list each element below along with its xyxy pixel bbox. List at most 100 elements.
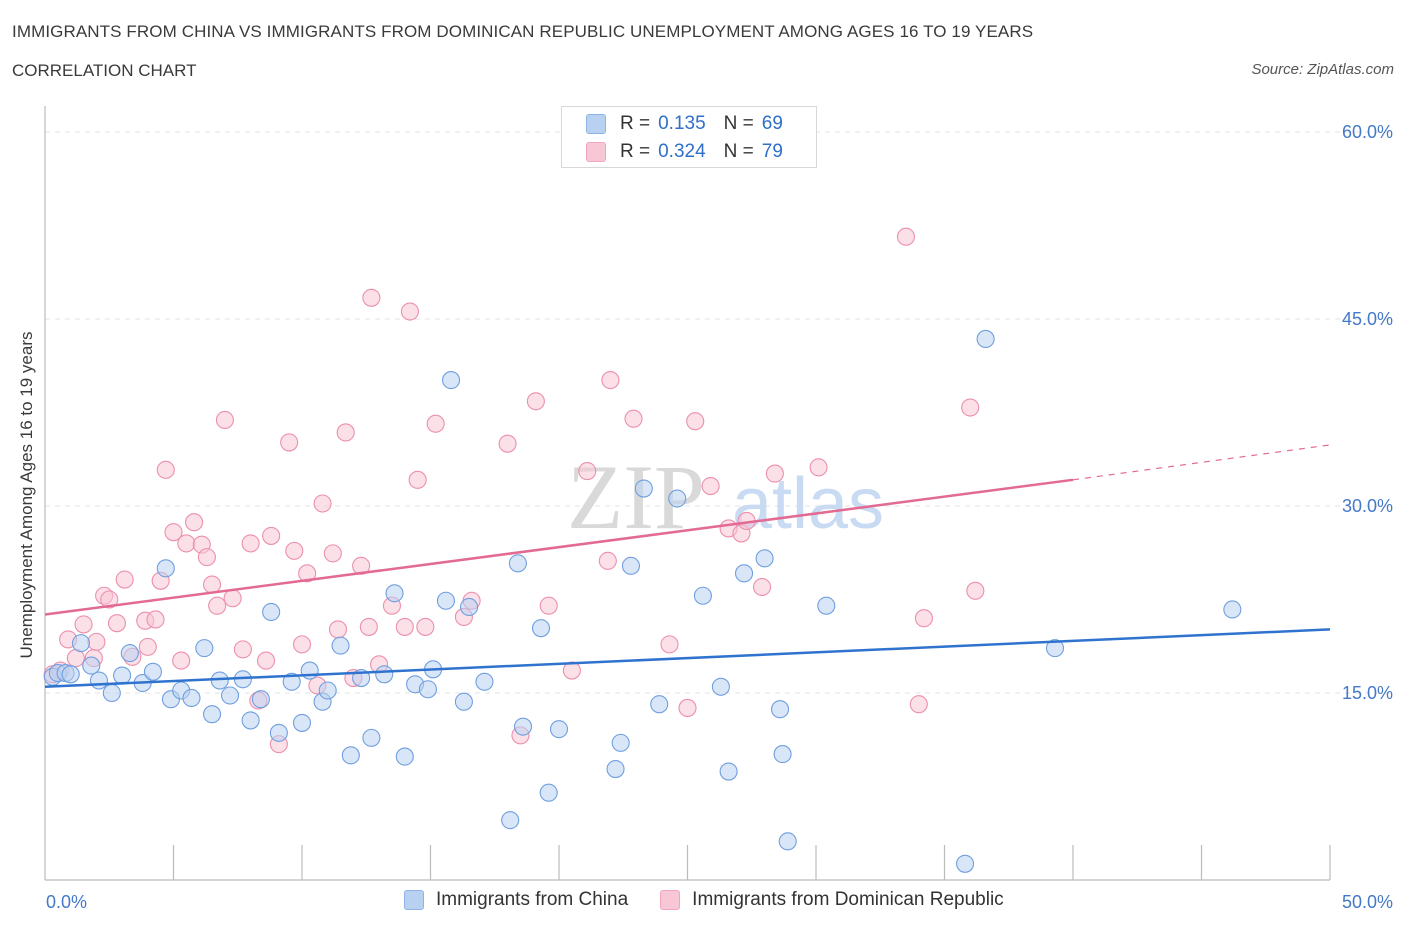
- dominican-point: [107, 614, 127, 633]
- dominican-point: [701, 477, 720, 496]
- watermark-atlas: atlas: [732, 464, 884, 544]
- legend-item-dominican[interactable]: Immigrants from Dominican Republic: [660, 889, 1004, 911]
- watermark: ZIP atlas: [567, 446, 884, 548]
- dominican-point: [146, 610, 165, 629]
- china-point: [711, 677, 730, 696]
- dominican-point: [223, 589, 242, 608]
- n-value: 79: [761, 141, 783, 162]
- dominican-point: [598, 551, 617, 570]
- china-point: [143, 662, 162, 681]
- china-point: [513, 717, 533, 736]
- series-legend: Immigrants from China Immigrants from Do…: [404, 889, 1036, 911]
- dominican-point: [313, 494, 332, 513]
- dominican-point: [177, 534, 196, 553]
- dominican-swatch: [586, 142, 606, 162]
- china-point: [956, 854, 975, 873]
- dominican-point: [416, 617, 435, 636]
- n-label: N =: [723, 141, 754, 162]
- china-point: [778, 832, 797, 851]
- china-point: [251, 690, 270, 709]
- china-point: [82, 656, 101, 675]
- dominican-point: [156, 460, 175, 479]
- dominican-point: [408, 470, 427, 489]
- china-point: [770, 700, 790, 719]
- dominican-point: [601, 371, 620, 390]
- dominican-point: [624, 409, 643, 428]
- china-point: [508, 554, 527, 573]
- r-value: 0.135: [658, 113, 706, 134]
- china-point: [262, 602, 281, 622]
- china-point: [668, 489, 687, 508]
- x-tick-label: 0.0%: [46, 892, 87, 912]
- dominican-point: [686, 412, 705, 431]
- china-point: [113, 666, 132, 685]
- legend-item-china[interactable]: Immigrants from China: [404, 889, 628, 911]
- china-point: [454, 692, 473, 711]
- china-point: [531, 619, 551, 638]
- dominican-point: [185, 513, 204, 532]
- legend-row-dominican: R = 0.324 N = 79: [586, 140, 783, 164]
- dominican-point: [256, 651, 276, 670]
- dominican-point: [328, 620, 348, 639]
- china-point: [89, 671, 109, 690]
- china-point: [195, 639, 214, 658]
- china-point: [182, 688, 201, 708]
- dominican-point: [164, 523, 183, 542]
- china-point: [156, 559, 175, 578]
- y-tick-label: 15.0%: [1342, 683, 1393, 703]
- legend-row-china: R = 0.135 N = 69: [586, 112, 783, 136]
- y-tick-label: 45.0%: [1342, 309, 1393, 329]
- dominican-point: [262, 526, 281, 545]
- china-point: [501, 811, 520, 830]
- china-point: [549, 720, 569, 739]
- dominican-point: [526, 392, 545, 411]
- china-point: [817, 596, 836, 615]
- dominican-trend-extension: [1072, 444, 1331, 481]
- axes: [44, 106, 1331, 881]
- china-point: [300, 661, 319, 680]
- china-point: [269, 723, 288, 742]
- dominican-point: [809, 458, 828, 477]
- dominican-point: [203, 575, 222, 594]
- china-point: [203, 705, 222, 724]
- dominican-point: [74, 615, 93, 634]
- china-point: [318, 681, 337, 700]
- china-point: [362, 728, 381, 747]
- dominican-point: [197, 548, 216, 567]
- china-point: [475, 672, 494, 691]
- china-point: [976, 329, 995, 348]
- china-point: [634, 479, 653, 498]
- y-axis-label: Unemployment Among Ages 16 to 19 years: [17, 331, 36, 659]
- chart-subtitle: CORRELATION CHART: [12, 61, 197, 80]
- tick-labels: 15.0% 30.0% 45.0% 60.0% 0.0% 50.0%: [46, 122, 1393, 912]
- china-point: [693, 586, 712, 605]
- dominican-point: [138, 637, 157, 656]
- china-point: [61, 665, 80, 684]
- dominican-point: [292, 635, 312, 654]
- china-point: [292, 713, 312, 732]
- dominican-point: [323, 544, 342, 563]
- legend-label-dominican: Immigrants from Dominican Republic: [692, 889, 1004, 910]
- china-point: [241, 711, 260, 730]
- y-tick-label: 30.0%: [1342, 496, 1393, 516]
- correlation-legend: R = 0.135 N = 69 R = 0.324 N = 79: [561, 106, 817, 168]
- dominican-point: [400, 302, 419, 321]
- r-label: R =: [620, 141, 651, 162]
- china-point: [1045, 639, 1065, 658]
- dominican-point: [215, 410, 234, 430]
- china-point: [459, 597, 479, 617]
- r-label: R =: [620, 113, 651, 134]
- china-point: [621, 556, 641, 575]
- dominican-point: [285, 541, 304, 560]
- dominican-point: [233, 640, 252, 659]
- china-points: [43, 329, 1242, 873]
- china-point: [611, 733, 630, 752]
- dominican-point: [765, 464, 784, 483]
- n-value: 69: [761, 113, 783, 134]
- china-point: [341, 746, 360, 765]
- dominican-point: [578, 462, 597, 481]
- china-swatch: [586, 114, 606, 134]
- dominican-point: [395, 617, 414, 636]
- dominican-point: [87, 632, 106, 651]
